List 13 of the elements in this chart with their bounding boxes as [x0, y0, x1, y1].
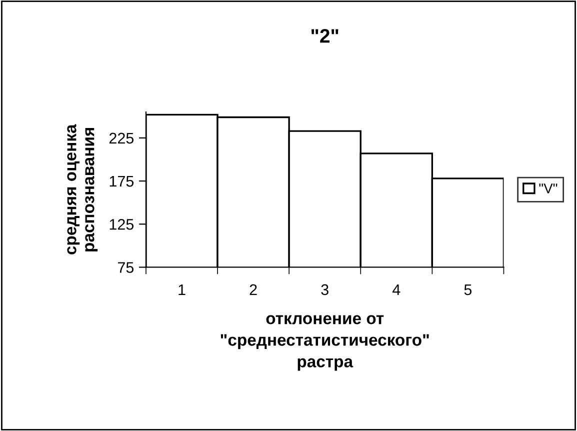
y-tick-label: 225	[109, 132, 134, 144]
x-axis-title: отклонение от "среднестатистического" растра	[220, 315, 429, 371]
chart-title: "2"	[312, 29, 338, 43]
x-tick-label: 1	[178, 284, 186, 295]
x-tick-label: 3	[321, 284, 328, 296]
y-axis-title: средняя оценка распознавания	[67, 124, 98, 254]
x-tick-label: 5	[464, 284, 472, 296]
y-tick-label: 175	[110, 176, 134, 187]
x-tick-label: 2	[250, 284, 257, 295]
y-tick-label: 75	[118, 262, 134, 273]
x-tick-label: 4	[392, 284, 400, 295]
legend-label: "V"	[539, 184, 558, 194]
y-tick-label: 125	[110, 218, 134, 230]
